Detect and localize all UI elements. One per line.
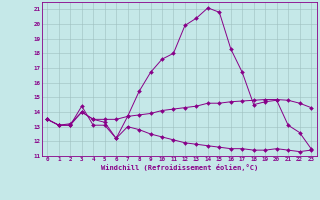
X-axis label: Windchill (Refroidissement éolien,°C): Windchill (Refroidissement éolien,°C)	[100, 164, 258, 171]
